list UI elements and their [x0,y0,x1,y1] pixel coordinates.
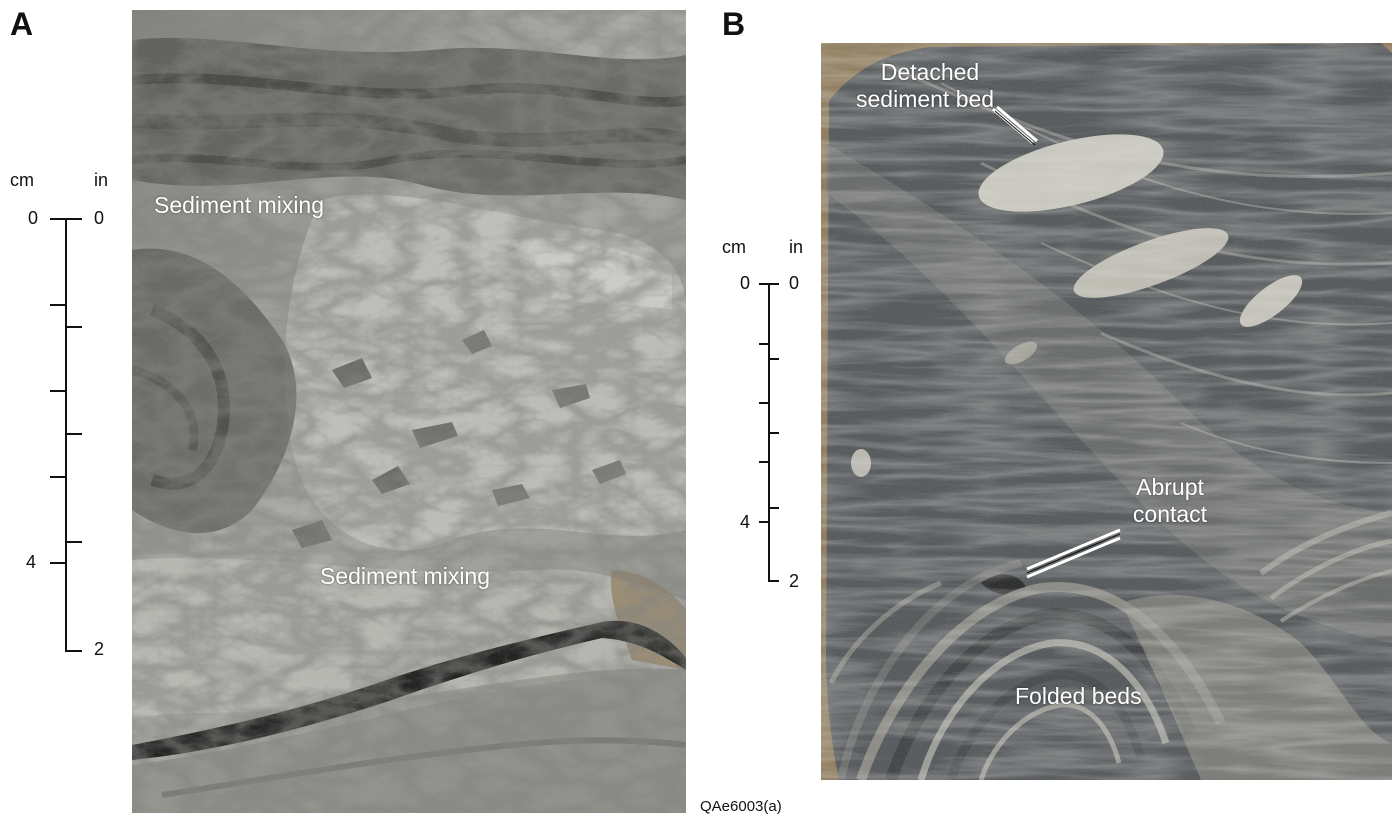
panel-b-scale-cm-tick [759,461,769,463]
panel-a-scale-cm-tick [50,304,66,306]
panel-a-scale-cm-tick [50,390,66,392]
panel-a-scale-in-tick [66,218,82,220]
panel-a-scale-cm-4: 4 [26,552,37,572]
panel-a-scale-unit-in: in [94,170,109,190]
panel-b-scale-in-tick [769,580,779,582]
panel-a-scale-in-2: 2 [94,639,105,659]
panel-b-label-folded-beds: Folded beds [1015,683,1142,709]
panel-b-label-abrupt-line2: contact [1132,501,1208,528]
panel-a-scale-in-tick [66,650,82,652]
detached-bed-leader-line [992,105,1038,146]
panel-b-scale-in-tick [769,283,779,285]
panel-b-label-detached-sediment-bed: Detached sediment bed [856,59,994,113]
panel-a-label-sediment-mixing-lower: Sediment mixing [320,563,491,589]
panel-b-label-abrupt-line1: Abrupt [1136,474,1204,500]
panel-b-scale-in-tick [769,432,779,434]
panel-a-scale-in-tick [66,326,82,328]
panel-a-scale-cm-tick [50,476,66,478]
panel-b-scale-cm-tick [759,343,769,345]
panel-b-scale-in-tick [769,507,779,509]
panel-a-scale-in-tick [66,433,82,435]
panel-b-scale-cm-tick [759,283,769,285]
panel-a-scale-in-0: 0 [94,208,105,228]
panel-b-scale-unit-cm: cm [722,237,746,257]
panel-b-core-photo [821,43,1392,780]
panel-b-scale-cm-4: 4 [740,512,751,532]
panel-b-scale-cm-tick [759,402,769,404]
panel-b-scale-unit-in: in [789,237,804,257]
panel-b-scale-in-0: 0 [789,273,800,293]
panel-b-letter: B [722,6,746,42]
panel-a-scale-axis [65,218,67,652]
panel-a-scale-cm-0: 0 [28,208,39,228]
panel-a-scale-unit-cm: cm [10,170,34,190]
panel-b-label-abrupt-contact: Abrupt contact [1128,474,1212,528]
panel-a-scale-cm-tick [50,562,66,564]
panel-a-label-sediment-mixing-upper: Sediment mixing [154,192,325,218]
panel-a-scale-cm-tick [50,218,66,220]
panel-b-scale-cm-0: 0 [740,273,751,293]
panel-b-label-detached-line2: sediment bed [856,86,995,113]
panel-a-core-photo [132,10,686,813]
panel-a-scale-in-tick [66,541,82,543]
panel-b-scale-cm-tick [759,521,769,523]
abrupt-contact-leader-line [1026,528,1121,579]
panel-b-label-detached-line1: Detached [880,59,980,85]
figure-id: QAe6003(a) [700,798,782,815]
panel-b-scale-in-tick [769,358,779,360]
panel-b-scale-in-2: 2 [789,571,800,591]
panel-a-letter: A [10,6,34,42]
